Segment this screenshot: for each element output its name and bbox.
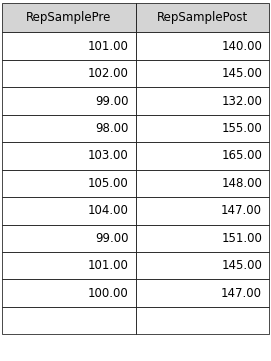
Text: 104.00: 104.00 <box>88 204 129 217</box>
Text: 100.00: 100.00 <box>88 287 129 300</box>
Bar <box>136 307 269 334</box>
Bar <box>136 252 269 279</box>
Bar <box>136 60 269 87</box>
Bar <box>136 87 269 115</box>
Bar <box>136 279 269 307</box>
Bar <box>2 252 136 279</box>
Text: 145.00: 145.00 <box>221 259 262 272</box>
Bar <box>136 3 269 32</box>
Text: 101.00: 101.00 <box>88 259 129 272</box>
Bar <box>2 32 136 60</box>
Bar <box>136 170 269 197</box>
Text: RepSamplePre: RepSamplePre <box>26 11 112 24</box>
Text: 101.00: 101.00 <box>88 40 129 53</box>
Bar <box>2 307 136 334</box>
Text: 98.00: 98.00 <box>95 122 129 135</box>
Bar <box>2 197 136 225</box>
Text: RepSamplePost: RepSamplePost <box>157 11 248 24</box>
Text: 148.00: 148.00 <box>221 177 262 190</box>
Bar <box>136 115 269 142</box>
Text: 99.00: 99.00 <box>95 232 129 245</box>
Text: 140.00: 140.00 <box>221 40 262 53</box>
Bar <box>2 115 136 142</box>
Bar <box>136 32 269 60</box>
Bar <box>136 142 269 170</box>
Bar <box>2 3 136 32</box>
Text: 155.00: 155.00 <box>221 122 262 135</box>
Bar <box>2 279 136 307</box>
Text: 132.00: 132.00 <box>221 95 262 108</box>
Bar <box>2 170 136 197</box>
Bar <box>136 225 269 252</box>
Text: 147.00: 147.00 <box>221 287 262 300</box>
Text: 165.00: 165.00 <box>221 149 262 162</box>
Bar <box>2 142 136 170</box>
Text: 147.00: 147.00 <box>221 204 262 217</box>
Bar <box>2 225 136 252</box>
Text: 103.00: 103.00 <box>88 149 129 162</box>
Text: 151.00: 151.00 <box>221 232 262 245</box>
Bar <box>2 60 136 87</box>
Text: 105.00: 105.00 <box>88 177 129 190</box>
Text: 102.00: 102.00 <box>88 67 129 80</box>
Bar <box>2 87 136 115</box>
Text: 145.00: 145.00 <box>221 67 262 80</box>
Text: 99.00: 99.00 <box>95 95 129 108</box>
Bar <box>136 197 269 225</box>
